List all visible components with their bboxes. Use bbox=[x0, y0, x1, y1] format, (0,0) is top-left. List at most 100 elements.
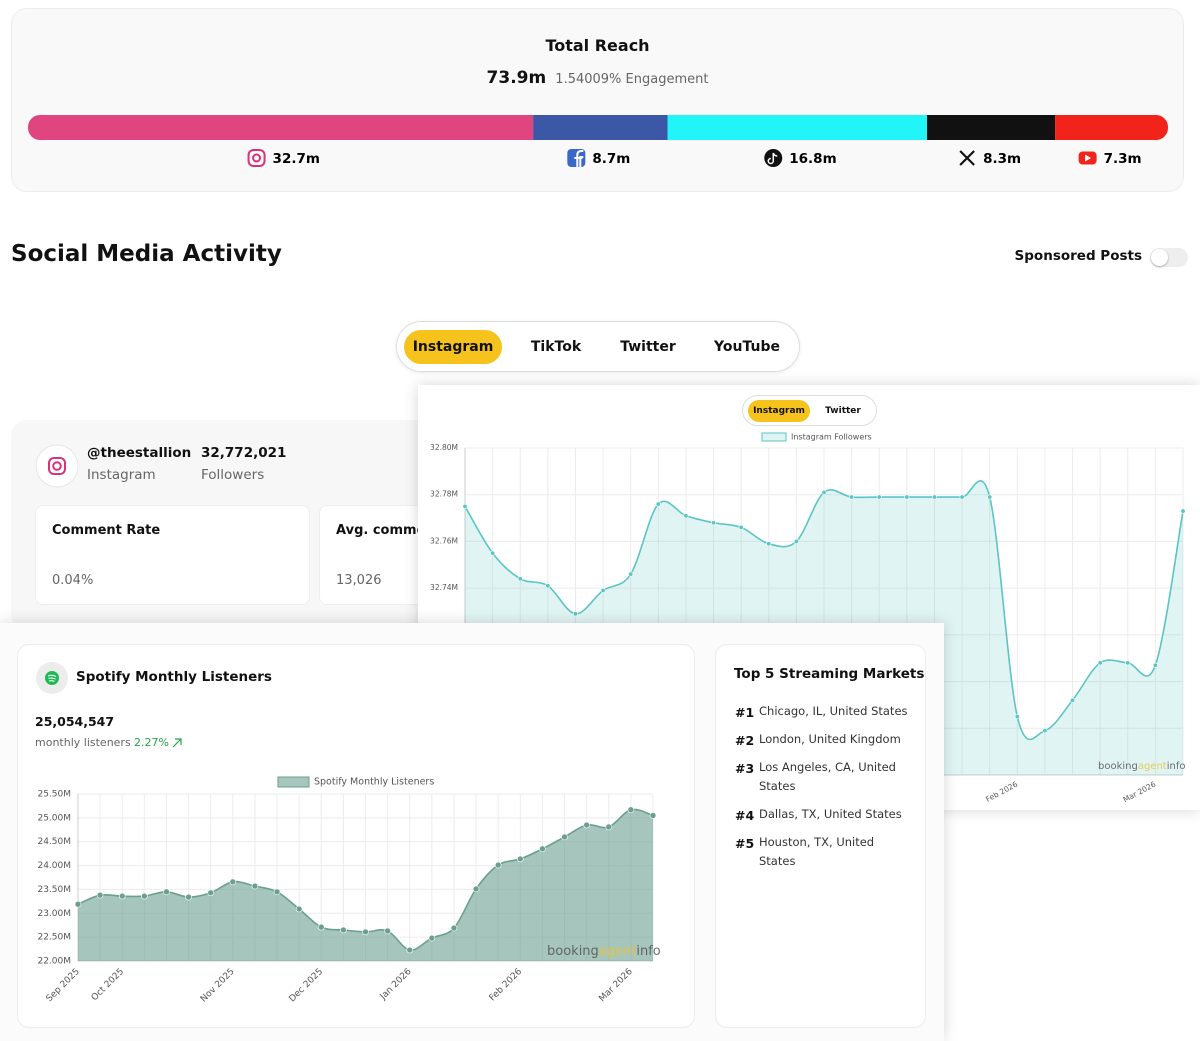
arrow-shape bbox=[172, 738, 182, 748]
stat-value: 0.04% bbox=[52, 573, 94, 588]
x-tick-label: Nov 2025 bbox=[199, 967, 237, 1005]
legend-label: Instagram Followers bbox=[791, 433, 872, 442]
legend-label: Spotify Monthly Listeners bbox=[314, 777, 434, 788]
data-point bbox=[605, 823, 613, 831]
y-tick-label: 22.00M bbox=[37, 957, 71, 967]
profile-handle: @theestallion bbox=[87, 445, 192, 461]
data-point bbox=[251, 882, 259, 890]
platform-icon bbox=[1085, 154, 1092, 162]
data-point bbox=[1125, 660, 1131, 666]
data-point bbox=[74, 900, 82, 908]
followers-count: 32,772,021 bbox=[201, 445, 287, 461]
x-tick-label: Mar 2026 bbox=[1122, 779, 1158, 804]
data-point bbox=[472, 885, 480, 893]
platform-icon bbox=[247, 149, 266, 167]
reach-label: 8.7m bbox=[592, 151, 630, 167]
stat-value: 13,026 bbox=[336, 573, 382, 588]
data-point bbox=[1014, 714, 1020, 720]
data-point bbox=[931, 494, 937, 500]
y-tick-label: 32.74M bbox=[430, 583, 458, 592]
spotify-panel: Spotify Monthly Listeners 25,054,547 mon… bbox=[0, 623, 944, 1041]
y-tick-label: 25.00M bbox=[37, 813, 71, 823]
x-tick-label: Oct 2025 bbox=[90, 967, 126, 1003]
listeners-change: 2.27% bbox=[134, 736, 169, 749]
section-title: Social Media Activity bbox=[11, 241, 282, 267]
data-point bbox=[229, 878, 237, 886]
icon-shape bbox=[47, 674, 57, 682]
data-point bbox=[904, 494, 910, 500]
data-point bbox=[539, 845, 546, 853]
spotify-icon bbox=[36, 662, 68, 694]
data-point bbox=[583, 821, 590, 829]
data-point bbox=[738, 524, 744, 530]
market-rank: #2 bbox=[735, 733, 755, 748]
markets-card: Top 5 Streaming Markets #1 Chicago, IL, U… bbox=[715, 644, 926, 1028]
data-point bbox=[273, 888, 281, 896]
market-rank: #5 bbox=[735, 836, 755, 851]
toggle-label: Sponsored Posts bbox=[1014, 248, 1142, 264]
tab[interactable]: TikTok bbox=[530, 339, 582, 355]
data-point bbox=[987, 494, 993, 500]
tab[interactable]: YouTube bbox=[714, 339, 780, 355]
trend-arrow bbox=[172, 738, 182, 748]
stat-label: Comment Rate bbox=[52, 523, 161, 538]
reach-label: 7.3m bbox=[1104, 151, 1142, 167]
watermark-part: info bbox=[1167, 761, 1186, 772]
followers-label: Followers bbox=[201, 467, 265, 483]
spotify-chart: 22.00M 22.50M 23.00M 23.50M 24.00M 24.50M 25.0… bbox=[37, 776, 661, 1005]
legend-swatch bbox=[277, 776, 310, 788]
watermark: bookingagentinfo bbox=[547, 944, 661, 959]
icon-bg bbox=[35, 444, 79, 488]
profile-icon bbox=[35, 444, 79, 488]
data-point bbox=[821, 489, 827, 495]
data-point bbox=[572, 611, 578, 617]
bar-group bbox=[28, 115, 1168, 140]
data-point bbox=[1042, 728, 1048, 734]
data-point bbox=[766, 541, 772, 547]
reach-segment bbox=[1055, 115, 1168, 140]
tab[interactable]: Twitter bbox=[825, 406, 861, 416]
market-rank: #4 bbox=[735, 808, 755, 823]
toggle[interactable] bbox=[1150, 248, 1188, 267]
watermark-part: agent bbox=[1138, 761, 1167, 772]
reach-label: 32.7m bbox=[273, 151, 320, 167]
market-place: Dallas, TX, United States bbox=[759, 807, 902, 821]
x-tick-label: Sep 2025 bbox=[45, 967, 82, 1004]
platform-icon bbox=[252, 153, 262, 163]
market-rank: #3 bbox=[735, 761, 755, 776]
x-tick-label: Dec 2025 bbox=[288, 967, 326, 1005]
tab[interactable]: Instagram bbox=[404, 330, 502, 364]
data-point bbox=[185, 893, 192, 901]
data-point bbox=[1070, 697, 1076, 703]
data-point bbox=[876, 494, 882, 500]
reach-title: Total Reach bbox=[545, 36, 650, 55]
platform-icon bbox=[574, 150, 584, 167]
data-point bbox=[118, 892, 126, 900]
data-point bbox=[462, 503, 468, 509]
data-point bbox=[317, 923, 325, 931]
data-point bbox=[849, 494, 855, 500]
y-tick-label: 23.00M bbox=[37, 909, 71, 919]
y-tick-label: 32.78M bbox=[430, 490, 458, 499]
data-point bbox=[450, 924, 458, 932]
y-tick-label: 32.80M bbox=[430, 443, 458, 452]
toggle-knob bbox=[1151, 249, 1168, 266]
platform-tabs: Instagram TikTok Twitter YouTube bbox=[396, 321, 800, 372]
area-fill bbox=[78, 809, 653, 961]
markets-title: Top 5 Streaming Markets bbox=[734, 666, 925, 682]
reach-card: Total Reach 73.9m 1.54009% Engagement 32… bbox=[11, 8, 1184, 192]
legend-swatch bbox=[761, 432, 787, 442]
data-point bbox=[384, 927, 391, 935]
tab[interactable]: Twitter bbox=[620, 339, 676, 355]
icon-shape bbox=[48, 457, 66, 475]
x-tick-label: Jan 2026 bbox=[378, 967, 414, 1003]
watermark-part: info bbox=[636, 944, 660, 959]
y-tick-label: 22.50M bbox=[37, 933, 71, 943]
stat-card: Comment Rate 0.04% bbox=[35, 505, 310, 605]
tab[interactable]: Instagram bbox=[748, 400, 810, 422]
reach-label: 8.3m bbox=[983, 151, 1021, 167]
y-tick-label: 25.50M bbox=[37, 790, 71, 800]
icon-shape bbox=[52, 461, 62, 471]
data-point bbox=[490, 550, 496, 556]
